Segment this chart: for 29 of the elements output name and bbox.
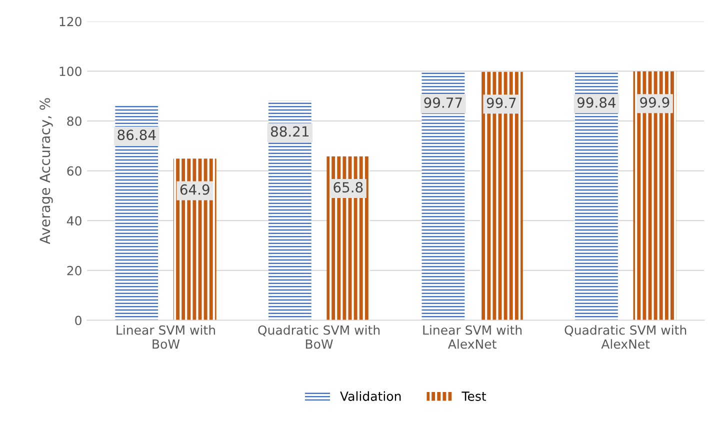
y-tick-label: 20 [67, 266, 82, 276]
y-axis-title: Average Accuracy, % [40, 98, 53, 244]
legend-label: Validation [340, 391, 401, 401]
y-tick-label: 80 [67, 116, 82, 126]
y-tick-label: 60 [67, 166, 82, 176]
y-tick-label: 40 [66, 216, 82, 226]
data-label: 64.9 [180, 184, 210, 195]
y-tick-label: 0 [75, 316, 82, 326]
data-label: 88.21 [270, 126, 309, 137]
y-tick-label: 100 [60, 66, 82, 76]
bar [326, 156, 370, 320]
bar [268, 100, 312, 320]
y-tick-label: 120 [60, 16, 82, 26]
x-tick-label: Quadratic SVM with AlexNet [564, 325, 686, 349]
bar [173, 158, 216, 320]
bar [633, 71, 676, 320]
data-label: 99.7 [486, 98, 516, 108]
legend-label: Test [462, 392, 486, 401]
x-tick-label: Linear SVM with AlexNet [423, 325, 522, 349]
data-label: 99.9 [640, 97, 670, 108]
bar [575, 72, 618, 320]
data-label: 99.77 [424, 97, 462, 108]
x-tick-label: Linear SVM with BoW [116, 325, 215, 349]
x-tick-label: Quadratic SVM with BoW [258, 325, 380, 349]
data-label: 99.84 [577, 97, 616, 108]
data-label: 86.84 [118, 130, 156, 140]
bar [422, 72, 465, 320]
bar [480, 72, 523, 320]
data-label: 65.8 [334, 182, 363, 193]
